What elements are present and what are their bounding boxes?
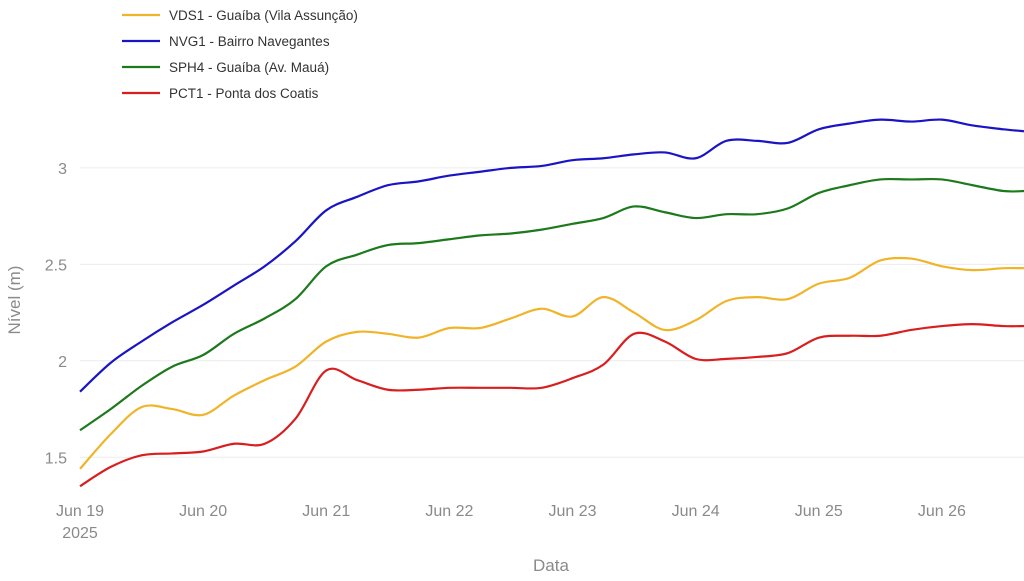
series-line-nvg1: [79, 118, 1024, 393]
x-tick-label: Jun 20: [179, 503, 227, 520]
series-line-pct1: [79, 323, 1024, 488]
y-tick-label: 2: [58, 354, 67, 371]
legend: VDS1 - Guaíba (Vila Assunção) NVG1 - Bair…: [122, 8, 358, 101]
series-line-sph4: [79, 177, 1024, 432]
x-tick-label: Jun 21: [302, 503, 350, 520]
y-axis-ticks: 1.5 2 2.5 3: [45, 161, 67, 467]
x-tick-label: Jun 24: [672, 503, 720, 520]
series-lines: [79, 118, 1024, 488]
x-tick-year-label: 2025: [62, 525, 98, 542]
x-axis-title: Data: [533, 556, 569, 575]
x-tick-label: Jun 23: [548, 503, 596, 520]
legend-label: PCT1 - Ponta dos Coatis: [169, 86, 319, 101]
legend-label: SPH4 - Guaíba (Av. Mauá): [169, 60, 329, 75]
x-tick-label: Jun 25: [795, 503, 843, 520]
series-line-vds1: [79, 256, 1024, 470]
legend-label: VDS1 - Guaíba (Vila Assunção): [169, 8, 358, 23]
y-tick-label: 1.5: [45, 450, 67, 467]
x-axis-ticks: Jun 19 Jun 20 Jun 21 Jun 22 Jun 23 Jun 24 Jun …: [56, 503, 966, 542]
grid: [80, 167, 1024, 458]
x-tick-label: Jun 19: [56, 503, 104, 520]
x-tick-label: Jun 22: [425, 503, 473, 520]
y-tick-label: 3: [58, 161, 67, 178]
y-axis-title: Nível (m): [5, 266, 24, 335]
y-tick-label: 2.5: [45, 257, 67, 274]
legend-label: NVG1 - Bairro Navegantes: [169, 34, 330, 49]
x-tick-label: Jun 26: [918, 503, 966, 520]
